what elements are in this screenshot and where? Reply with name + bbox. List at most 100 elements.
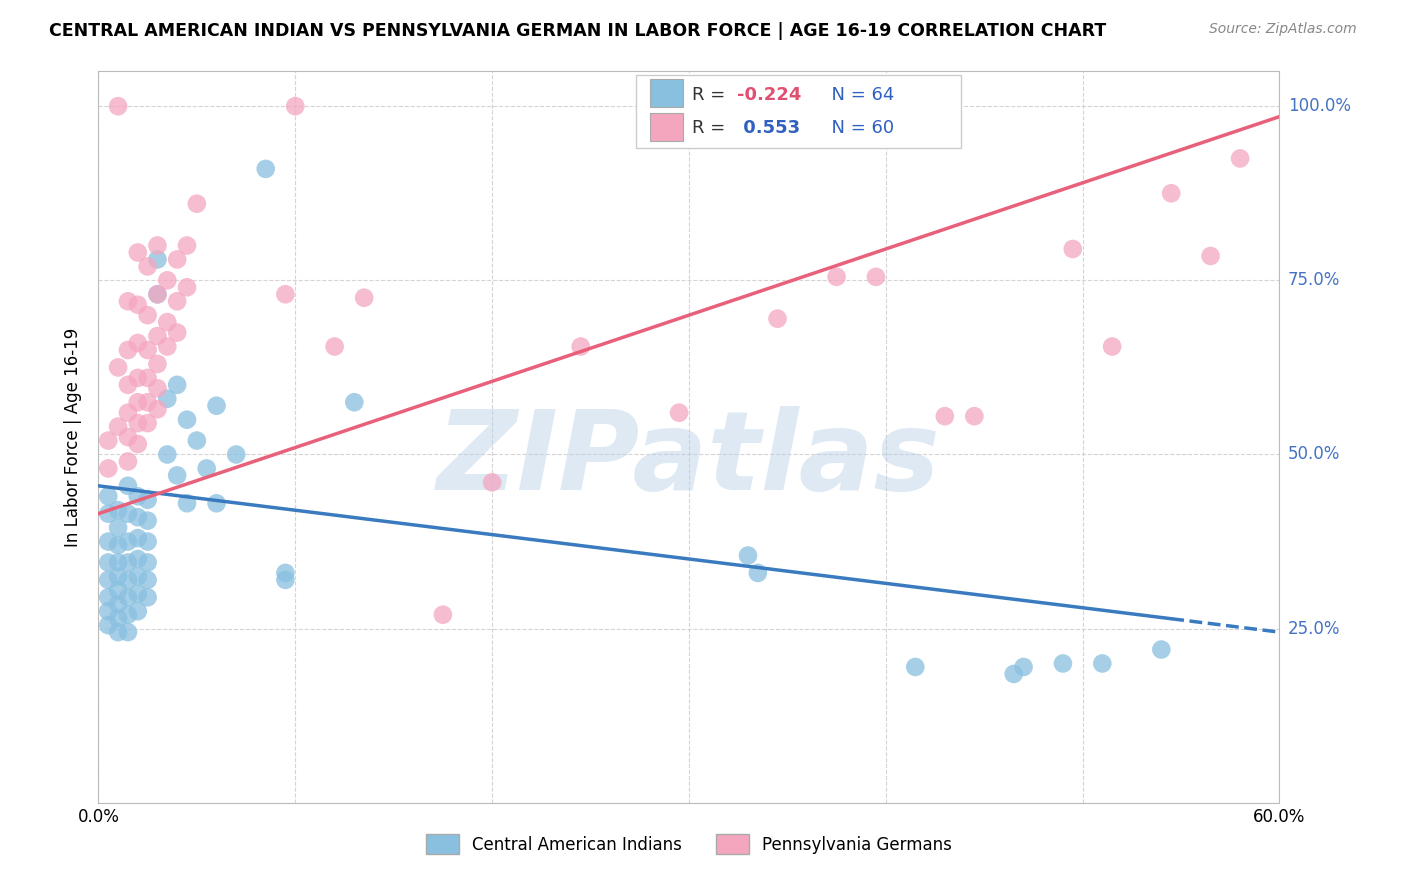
Point <box>117 625 139 640</box>
Point <box>117 534 139 549</box>
Text: 50.0%: 50.0% <box>1288 445 1340 464</box>
Point <box>1012 660 1035 674</box>
Point <box>146 287 169 301</box>
Point <box>127 245 149 260</box>
Point <box>146 402 169 417</box>
Text: ZIPatlas: ZIPatlas <box>437 406 941 513</box>
Text: -0.224: -0.224 <box>737 87 801 104</box>
Text: CENTRAL AMERICAN INDIAN VS PENNSYLVANIA GERMAN IN LABOR FORCE | AGE 16-19 CORREL: CENTRAL AMERICAN INDIAN VS PENNSYLVANIA … <box>49 22 1107 40</box>
Point <box>166 377 188 392</box>
Point <box>136 343 159 357</box>
Point <box>156 392 179 406</box>
Point <box>127 510 149 524</box>
Bar <box>650 79 683 107</box>
Point <box>136 395 159 409</box>
Point <box>136 534 159 549</box>
Text: N = 60: N = 60 <box>820 119 894 136</box>
Point <box>934 409 956 424</box>
Point <box>136 514 159 528</box>
Point <box>107 419 129 434</box>
Point <box>166 326 188 340</box>
Point <box>127 298 149 312</box>
Point <box>97 618 120 632</box>
Bar <box>650 113 683 141</box>
Point <box>117 556 139 570</box>
Point <box>205 399 228 413</box>
Point <box>323 339 346 353</box>
Point <box>117 607 139 622</box>
Point <box>176 280 198 294</box>
Point <box>825 269 848 284</box>
Point <box>117 294 139 309</box>
Point <box>107 521 129 535</box>
Point <box>1229 152 1251 166</box>
Point <box>136 591 159 605</box>
Text: R =: R = <box>693 119 737 136</box>
Point <box>1101 339 1123 353</box>
Point <box>156 448 179 462</box>
Point <box>963 409 986 424</box>
Point <box>1091 657 1114 671</box>
Point <box>668 406 690 420</box>
Point <box>117 377 139 392</box>
Text: N = 64: N = 64 <box>820 87 894 104</box>
Point <box>127 552 149 566</box>
Point <box>156 339 179 353</box>
Text: 100.0%: 100.0% <box>1288 97 1351 115</box>
Point <box>127 395 149 409</box>
Point <box>166 252 188 267</box>
Point <box>904 660 927 674</box>
Point <box>1150 642 1173 657</box>
Point <box>127 416 149 430</box>
Text: Source: ZipAtlas.com: Source: ZipAtlas.com <box>1209 22 1357 37</box>
Point <box>107 611 129 625</box>
Point <box>117 454 139 468</box>
Point <box>284 99 307 113</box>
Point <box>117 507 139 521</box>
Point <box>1062 242 1084 256</box>
Point <box>127 569 149 583</box>
FancyBboxPatch shape <box>636 75 960 148</box>
Point <box>107 625 129 640</box>
Point <box>186 196 208 211</box>
Point <box>107 99 129 113</box>
Point <box>117 573 139 587</box>
Point <box>274 566 297 580</box>
Point <box>107 569 129 583</box>
Point <box>766 311 789 326</box>
Point <box>107 583 129 598</box>
Point <box>127 437 149 451</box>
Point <box>156 315 179 329</box>
Point <box>127 371 149 385</box>
Point <box>146 329 169 343</box>
Point <box>97 573 120 587</box>
Point <box>97 507 120 521</box>
Point <box>569 339 592 353</box>
Point <box>127 489 149 503</box>
Point <box>117 343 139 357</box>
Point <box>127 604 149 618</box>
Point <box>136 416 159 430</box>
Point <box>195 461 218 475</box>
Point <box>136 556 159 570</box>
Point <box>343 395 366 409</box>
Point <box>254 161 277 176</box>
Point <box>136 371 159 385</box>
Point <box>1052 657 1074 671</box>
Point <box>107 538 129 552</box>
Point <box>97 591 120 605</box>
Point <box>176 412 198 426</box>
Legend: Central American Indians, Pennsylvania Germans: Central American Indians, Pennsylvania G… <box>419 828 959 860</box>
Point <box>117 479 139 493</box>
Point <box>136 573 159 587</box>
Text: R =: R = <box>693 87 731 104</box>
Point <box>127 336 149 351</box>
Point <box>1002 667 1025 681</box>
Point <box>186 434 208 448</box>
Point <box>97 534 120 549</box>
Point <box>747 566 769 580</box>
Text: 0.553: 0.553 <box>737 119 800 136</box>
Y-axis label: In Labor Force | Age 16-19: In Labor Force | Age 16-19 <box>65 327 83 547</box>
Point <box>146 238 169 252</box>
Point <box>107 597 129 611</box>
